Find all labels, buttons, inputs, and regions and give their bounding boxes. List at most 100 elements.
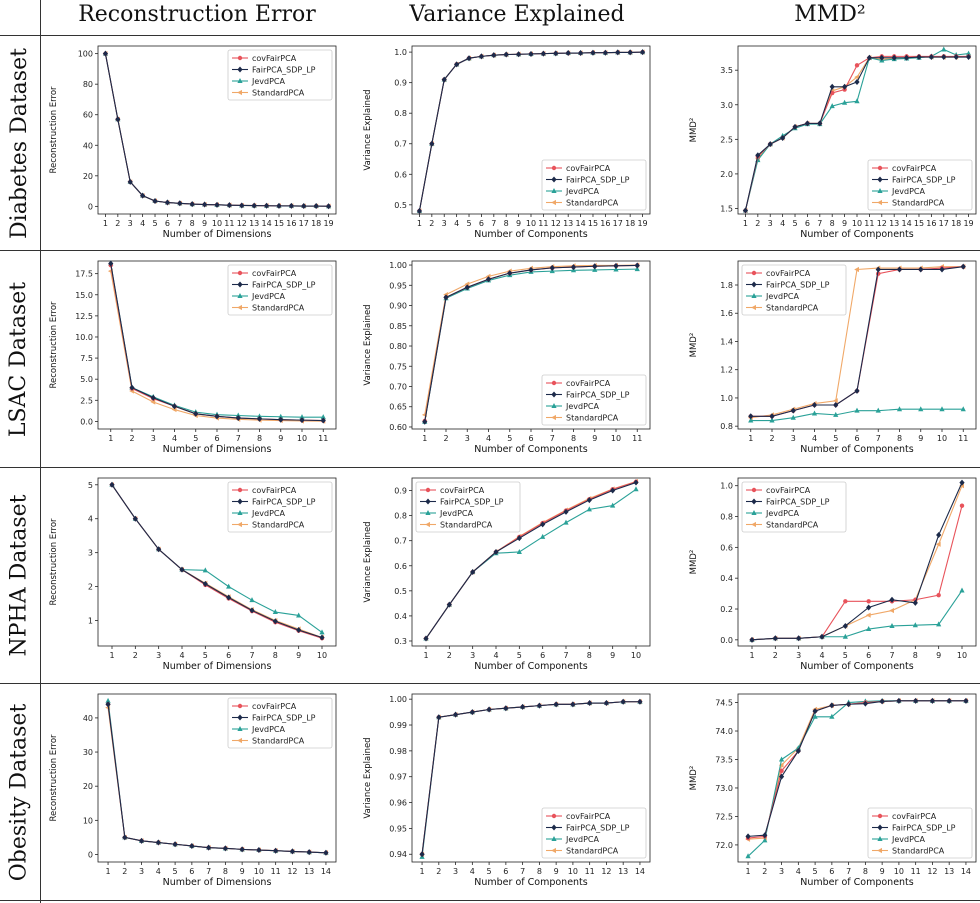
data-point-JevdPCA — [745, 853, 751, 859]
y-tick-label: 2.5 — [80, 396, 93, 405]
y-tick-label: 12.5 — [75, 312, 93, 321]
x-tick-label: 2 — [436, 867, 441, 876]
data-point-FairPCA_SDP_LP — [214, 413, 220, 420]
x-tick-label: 8 — [273, 651, 278, 660]
data-point-FairPCA_SDP_LP — [132, 515, 138, 522]
y-axis-label: Variance Explained — [363, 304, 373, 385]
data-point-FairPCA_SDP_LP — [301, 203, 307, 210]
x-tick-label: 6 — [165, 219, 170, 228]
data-point-FairPCA_SDP_LP — [155, 839, 161, 846]
plot-frame — [737, 477, 977, 647]
x-tick-label: 8 — [587, 651, 592, 660]
x-axis-label: Number of Components — [474, 877, 588, 888]
x-tick-label: 5 — [792, 219, 797, 228]
legend-box — [541, 159, 647, 211]
legend-marker-JevdPCA — [237, 293, 243, 298]
legend-label-covFairPCA: covFairPCA — [766, 486, 811, 495]
legend-marker-StandardPCA — [877, 847, 882, 854]
x-tick-label: 7 — [520, 867, 525, 876]
data-point-JevdPCA — [319, 629, 325, 635]
legend-box — [227, 697, 333, 749]
data-point-covFairPCA — [936, 592, 941, 598]
data-point-FairPCA_SDP_LP — [171, 403, 178, 410]
x-tick-label: 16 — [286, 219, 296, 228]
legend-marker-JevdPCA — [237, 726, 243, 731]
data-point-FairPCA_SDP_LP — [127, 178, 133, 185]
legend-marker-StandardPCA — [237, 521, 242, 528]
x-tick-label: 4 — [172, 434, 177, 443]
x-tick-label: 10 — [957, 651, 967, 660]
legend-marker-JevdPCA — [751, 293, 757, 298]
x-axis-label: Number of Dimensions — [163, 877, 272, 888]
x-tick-label: 3 — [128, 219, 133, 228]
data-point-covFairPCA — [830, 90, 835, 96]
x-axis-label: Number of Dimensions — [163, 229, 272, 240]
data-point-JevdPCA — [586, 506, 592, 512]
y-tick-label: 20 — [83, 172, 93, 181]
x-tick-label: 6 — [479, 219, 484, 228]
x-tick-label: 12 — [551, 219, 561, 228]
x-tick-label: 9 — [936, 651, 941, 660]
legend-label-covFairPCA: covFairPCA — [766, 269, 811, 278]
x-tick-label: 17 — [939, 219, 949, 228]
x-tick-label: 5 — [833, 434, 838, 443]
x-tick-label: 9 — [296, 651, 301, 660]
y-tick-label: 1.4 — [720, 337, 733, 346]
y-tick-label: 3.5 — [720, 66, 733, 75]
x-tick-label: 18 — [311, 219, 321, 228]
x-tick-label: 14 — [321, 867, 331, 876]
data-point-FairPCA_SDP_LP — [138, 837, 145, 844]
x-tick-label: 11 — [538, 219, 548, 228]
data-point-FairPCA_SDP_LP — [239, 202, 245, 209]
legend-label-JevdPCA: JevdPCA — [251, 509, 286, 518]
x-tick-label: 6 — [226, 651, 231, 660]
chart-obes-mmd: 1 2 3 4 5 6 7 8 9 10 11 12 13 1472.072.573.073.574.07… — [689, 693, 977, 888]
x-tick-label: 16 — [600, 219, 610, 228]
x-tick-label: 8 — [897, 434, 902, 443]
legend-marker-JevdPCA — [425, 510, 431, 515]
data-point-JevdPCA — [610, 502, 616, 508]
data-point-JevdPCA — [226, 583, 232, 589]
x-tick-label: 4 — [812, 434, 817, 443]
legend-label-StandardPCA: StandardPCA — [892, 199, 945, 208]
x-tick-label: 2 — [429, 219, 434, 228]
legend-box — [867, 159, 973, 211]
legend-label-covFairPCA: covFairPCA — [566, 812, 611, 821]
legend-label-StandardPCA: StandardPCA — [252, 521, 305, 530]
data-point-FairPCA_SDP_LP — [189, 842, 195, 849]
x-tick-label: 9 — [516, 219, 521, 228]
x-tick-label: 7 — [550, 434, 555, 443]
x-tick-label: 3 — [791, 434, 796, 443]
data-point-FairPCA_SDP_LP — [842, 622, 848, 629]
data-point-FairPCA_SDP_LP — [615, 49, 621, 56]
x-axis-label: Number of Components — [800, 229, 914, 240]
x-tick-label: 12 — [927, 867, 937, 876]
data-point-JevdPCA — [516, 548, 522, 554]
legend-label-StandardPCA: StandardPCA — [566, 199, 619, 208]
x-tick-label: 15 — [588, 219, 598, 228]
legend-label-JevdPCA: JevdPCA — [251, 292, 286, 301]
x-tick-label: 10 — [317, 651, 327, 660]
y-tick-label: 0.8 — [394, 109, 407, 118]
x-tick-label: 4 — [156, 867, 161, 876]
x-tick-label: 11 — [585, 867, 595, 876]
y-tick-label: 0.8 — [394, 512, 407, 521]
x-tick-label: 1 — [106, 867, 111, 876]
y-tick-label: 1.00 — [389, 261, 407, 270]
x-tick-label: 14 — [901, 219, 911, 228]
data-point-FairPCA_SDP_LP — [811, 402, 818, 408]
x-tick-label: 14 — [575, 219, 585, 228]
x-tick-label: 1 — [743, 219, 748, 228]
data-point-FairPCA_SDP_LP — [179, 566, 185, 573]
y-tick-label: 7.5 — [80, 354, 93, 363]
row-divider-3 — [0, 683, 980, 684]
x-tick-label: 19 — [323, 219, 333, 228]
legend-marker-StandardPCA — [425, 521, 430, 528]
data-point-FairPCA_SDP_LP — [749, 636, 755, 643]
legend-marker-StandardPCA — [237, 737, 242, 744]
data-point-JevdPCA — [790, 414, 796, 420]
legend-label-covFairPCA: covFairPCA — [892, 164, 937, 173]
row-divider-1 — [0, 250, 980, 251]
y-tick-label: 1.0 — [720, 482, 733, 491]
